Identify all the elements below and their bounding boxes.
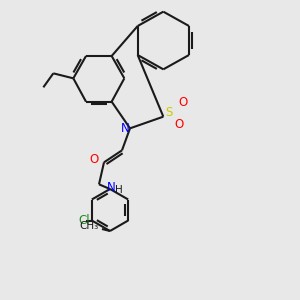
Text: O: O <box>89 153 99 166</box>
Text: O: O <box>175 118 184 131</box>
Text: CH₃: CH₃ <box>80 221 99 231</box>
Text: O: O <box>179 96 188 109</box>
Text: S: S <box>166 106 173 119</box>
Text: Cl: Cl <box>78 214 90 227</box>
Text: H: H <box>115 185 123 195</box>
Text: N: N <box>121 122 129 135</box>
Text: N: N <box>106 181 116 194</box>
